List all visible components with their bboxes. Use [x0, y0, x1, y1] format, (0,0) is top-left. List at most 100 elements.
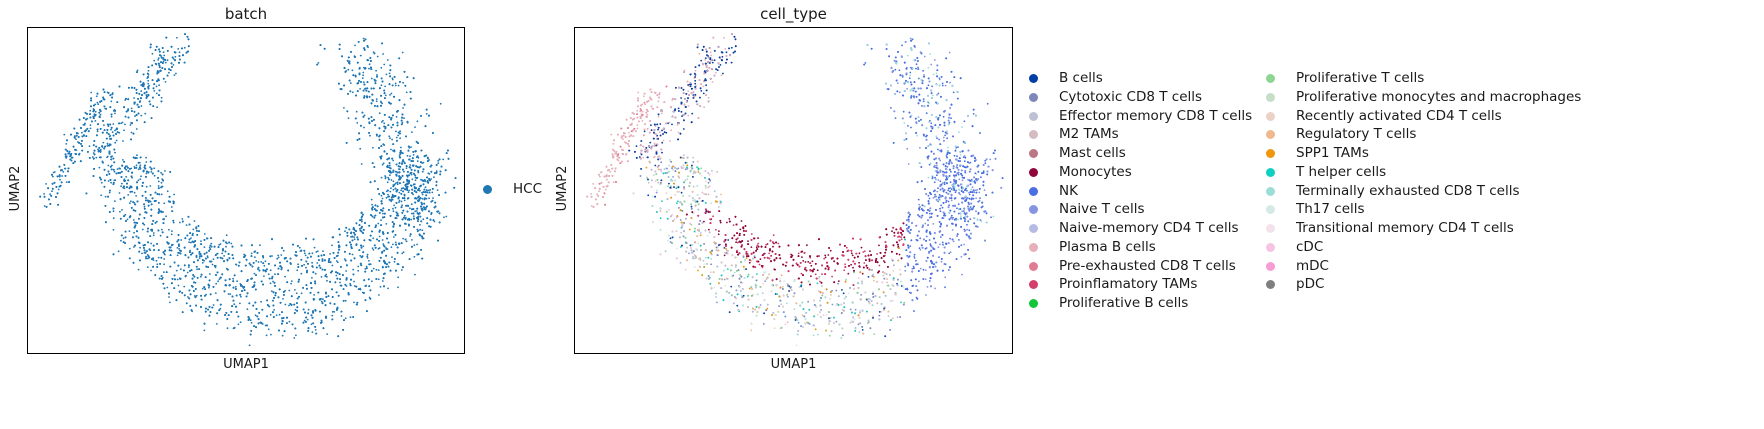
batch-point — [288, 289, 291, 292]
batch-point — [131, 190, 134, 193]
batch-point — [398, 155, 401, 157]
batch-point — [94, 103, 97, 106]
batch-point — [179, 268, 182, 270]
batch-point — [382, 53, 384, 55]
batch-point — [161, 178, 164, 181]
batch-point — [225, 245, 227, 248]
batch-point — [112, 217, 115, 220]
batch-point — [106, 155, 109, 158]
batch-point — [120, 239, 122, 242]
batch-point — [437, 159, 440, 162]
batch-point — [254, 314, 257, 317]
batch-point — [347, 117, 350, 119]
batch-point — [349, 316, 352, 319]
batch-point — [408, 189, 410, 192]
batch-point — [118, 131, 121, 134]
batch-point — [352, 268, 355, 271]
batch-point — [190, 237, 192, 240]
batch-point — [269, 313, 272, 316]
batch-point — [362, 74, 364, 77]
batch-point — [381, 239, 384, 241]
batch-point — [209, 273, 211, 275]
batch-point — [267, 328, 270, 331]
batch-point — [366, 257, 369, 259]
batch-point — [353, 238, 356, 241]
batch-point — [130, 200, 132, 203]
batch-point — [186, 271, 189, 274]
batch-point — [150, 269, 152, 272]
batch-point — [401, 121, 404, 124]
batch-point — [380, 194, 383, 197]
batch-point — [133, 231, 135, 234]
batch-point — [402, 81, 404, 84]
batch-point — [412, 193, 414, 196]
batch-point — [387, 176, 389, 179]
batch-point — [429, 189, 432, 191]
batch-point — [296, 269, 299, 272]
batch-point — [411, 239, 413, 241]
batch-point — [311, 261, 313, 264]
batch-point — [267, 273, 270, 276]
batch-point — [100, 181, 103, 184]
batch-point — [421, 191, 423, 194]
batch-scatter-svg — [39, 33, 457, 347]
batch-point — [119, 167, 121, 170]
batch-point — [239, 321, 242, 324]
batch-point — [192, 228, 195, 231]
batch-point — [227, 293, 230, 295]
batch-point — [211, 263, 214, 266]
batch-point — [185, 224, 188, 227]
batch-point — [51, 190, 53, 193]
batch-point — [363, 114, 366, 117]
batch-point — [133, 166, 136, 168]
batch-point — [173, 193, 176, 196]
batch-point — [113, 179, 116, 182]
batch-point — [248, 344, 251, 347]
batch-point — [386, 181, 389, 184]
batch-point — [232, 277, 235, 280]
batch-point — [192, 232, 194, 235]
batch-point — [368, 259, 370, 262]
batch-point — [146, 257, 149, 260]
batch-point — [152, 259, 155, 261]
batch-point — [155, 85, 158, 88]
batch-point — [229, 293, 232, 295]
batch-point — [135, 128, 138, 130]
batch-point — [218, 244, 221, 246]
batch-point — [263, 275, 265, 277]
batch-point — [359, 54, 362, 57]
batch-point — [92, 152, 95, 154]
batch-point — [111, 164, 113, 167]
batch-point — [140, 84, 142, 86]
batch-point — [63, 133, 66, 136]
batch-point — [393, 260, 396, 263]
batch-point — [195, 294, 198, 297]
batch-point — [172, 58, 175, 60]
batch-point — [250, 252, 253, 255]
batch-point — [183, 285, 186, 288]
batch-point — [433, 220, 436, 223]
batch-point — [399, 137, 401, 140]
batch-point — [384, 177, 387, 180]
batch-point — [214, 292, 217, 294]
batch-point — [290, 280, 293, 282]
batch-point — [363, 88, 366, 90]
batch-point — [145, 197, 147, 199]
batch-point — [394, 84, 397, 87]
batch-point — [110, 128, 112, 131]
batch-point — [118, 192, 121, 194]
batch-point — [410, 146, 412, 148]
batch-point — [143, 205, 146, 208]
batch-point — [351, 69, 354, 72]
batch-point — [173, 74, 176, 76]
batch-point — [106, 142, 109, 145]
batch-point — [437, 162, 440, 165]
batch-point — [320, 300, 323, 303]
batch-point — [410, 203, 413, 206]
batch-point — [435, 170, 438, 173]
batch-point — [89, 124, 92, 126]
batch-point — [384, 176, 387, 179]
batch-point — [411, 178, 414, 181]
batch-point — [153, 59, 156, 62]
batch-point — [304, 254, 307, 257]
